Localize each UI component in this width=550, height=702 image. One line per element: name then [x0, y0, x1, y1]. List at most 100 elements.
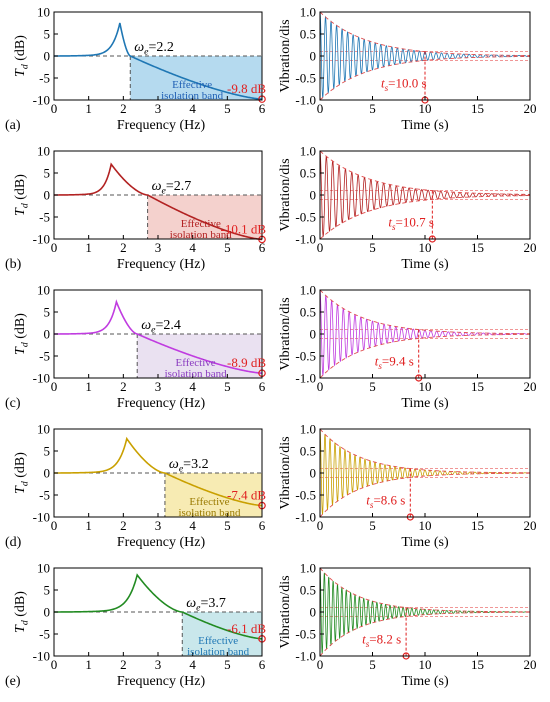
y-tick-label: 5 [44, 583, 51, 598]
x-axis-label: Frequency (Hz) [117, 396, 206, 411]
x-tick-label: 0 [51, 518, 58, 533]
y-tick-label: -5 [39, 71, 50, 86]
x-tick-label: 6 [259, 657, 266, 672]
x-tick-label: 1 [85, 518, 92, 533]
x-tick-label: 3 [155, 518, 162, 533]
x-tick-label: 10 [419, 518, 432, 533]
transmissibility-curve [54, 573, 263, 640]
y-tick-label: 1.0 [300, 144, 316, 159]
envelope-lower [319, 55, 531, 101]
end-db-label: -7.4 dB [227, 488, 266, 503]
x-axis-label: Frequency (Hz) [117, 535, 206, 550]
y-tick-label: 10 [37, 283, 50, 298]
y-axis-label: Vibration/dis [278, 297, 293, 370]
panel-label: (b) [5, 257, 22, 272]
y-tick-label: -0.5 [295, 71, 316, 86]
band-label-line1: Effective [172, 79, 212, 91]
y-tick-label: 0 [310, 188, 317, 203]
band-label-line2: isolation band [165, 368, 228, 380]
envelope-upper [319, 567, 530, 613]
x-axis-label: Frequency (Hz) [117, 674, 206, 689]
y-axis-label: Td (dB) [13, 452, 31, 494]
x-tick-label: 2 [120, 518, 127, 533]
x-tick-label: 0 [51, 379, 58, 394]
end-db-label: -8.9 dB [227, 355, 266, 370]
y-tick-label: -5 [39, 627, 50, 642]
envelope-lower [319, 333, 531, 379]
omega-e-label: ωe=3.7 [186, 596, 226, 614]
x-tick-label: 15 [471, 657, 484, 672]
x-tick-label: 20 [524, 379, 537, 394]
isolation-band [182, 612, 262, 656]
omega-e-label: ωe=2.7 [152, 179, 192, 197]
x-tick-label: 0 [317, 518, 324, 533]
y-tick-label: 10 [37, 422, 50, 437]
band-label-line2: isolation band [170, 229, 233, 241]
band-label-line1: Effective [176, 357, 216, 369]
envelope-upper [319, 150, 531, 195]
y-tick-label: 1.0 [300, 283, 316, 298]
y-tick-label: -1.0 [295, 510, 316, 525]
x-tick-label: 15 [471, 101, 484, 116]
x-tick-label: 1 [85, 240, 92, 255]
x-tick-label: 4 [189, 657, 196, 672]
x-tick-label: 20 [524, 518, 537, 533]
x-axis-label: Time (s) [401, 257, 449, 272]
y-axis-label: Vibration/dis [278, 158, 293, 231]
envelope-lower [319, 472, 530, 518]
band-label-line2: isolation band [178, 507, 241, 519]
x-tick-label: 20 [524, 657, 537, 672]
x-tick-label: 5 [369, 657, 376, 672]
y-axis-label: Td (dB) [13, 174, 31, 216]
settle-time-label: ts=9.4 s [375, 354, 414, 371]
y-tick-label: -10 [33, 93, 50, 108]
panel-label: (d) [5, 535, 22, 550]
x-tick-label: 2 [120, 379, 127, 394]
x-tick-label: 15 [471, 518, 484, 533]
x-tick-label: 15 [471, 240, 484, 255]
x-tick-label: 3 [155, 379, 162, 394]
x-tick-label: 2 [120, 657, 127, 672]
x-tick-label: 6 [259, 240, 266, 255]
x-tick-label: 0 [51, 657, 58, 672]
x-axis-label: Time (s) [401, 118, 449, 133]
y-tick-label: 0 [44, 327, 51, 342]
y-tick-label: -10 [33, 510, 50, 525]
x-tick-label: 6 [259, 379, 266, 394]
y-tick-label: 1.0 [300, 5, 316, 20]
x-axis-label: Frequency (Hz) [117, 257, 206, 272]
x-tick-label: 1 [85, 101, 92, 116]
y-tick-label: 5 [44, 305, 51, 320]
y-tick-label: -10 [33, 232, 50, 247]
y-tick-label: 0 [44, 49, 51, 64]
y-tick-label: 0 [310, 49, 317, 64]
y-axis-label: Vibration/dis [278, 19, 293, 92]
y-tick-label: 1.0 [300, 561, 316, 576]
x-tick-label: 1 [85, 379, 92, 394]
settle-time-label: ts=8.6 s [366, 493, 405, 510]
y-tick-label: 0 [310, 466, 317, 481]
y-tick-label: -10 [33, 371, 50, 386]
y-tick-label: -1.0 [295, 232, 316, 247]
x-tick-label: 5 [224, 518, 231, 533]
x-tick-label: 10 [419, 379, 432, 394]
omega-e-label: ωe=2.2 [134, 40, 174, 58]
y-tick-label: 0.5 [300, 444, 316, 459]
x-tick-label: 0 [317, 101, 324, 116]
x-tick-label: 10 [419, 240, 432, 255]
x-tick-label: 4 [189, 101, 196, 116]
y-tick-label: 10 [37, 561, 50, 576]
x-axis-label: Time (s) [401, 396, 449, 411]
y-axis-label: Td (dB) [13, 591, 31, 633]
y-tick-label: -1.0 [295, 649, 316, 664]
envelope-lower [319, 611, 530, 657]
band-label-line1: Effective [198, 635, 238, 647]
y-tick-label: -5 [39, 210, 50, 225]
transmissibility-curve [54, 162, 263, 241]
x-tick-label: 5 [369, 518, 376, 533]
end-db-label: -10.1 dB [221, 221, 267, 236]
y-tick-label: 5 [44, 444, 51, 459]
y-tick-label: 0 [310, 327, 317, 342]
